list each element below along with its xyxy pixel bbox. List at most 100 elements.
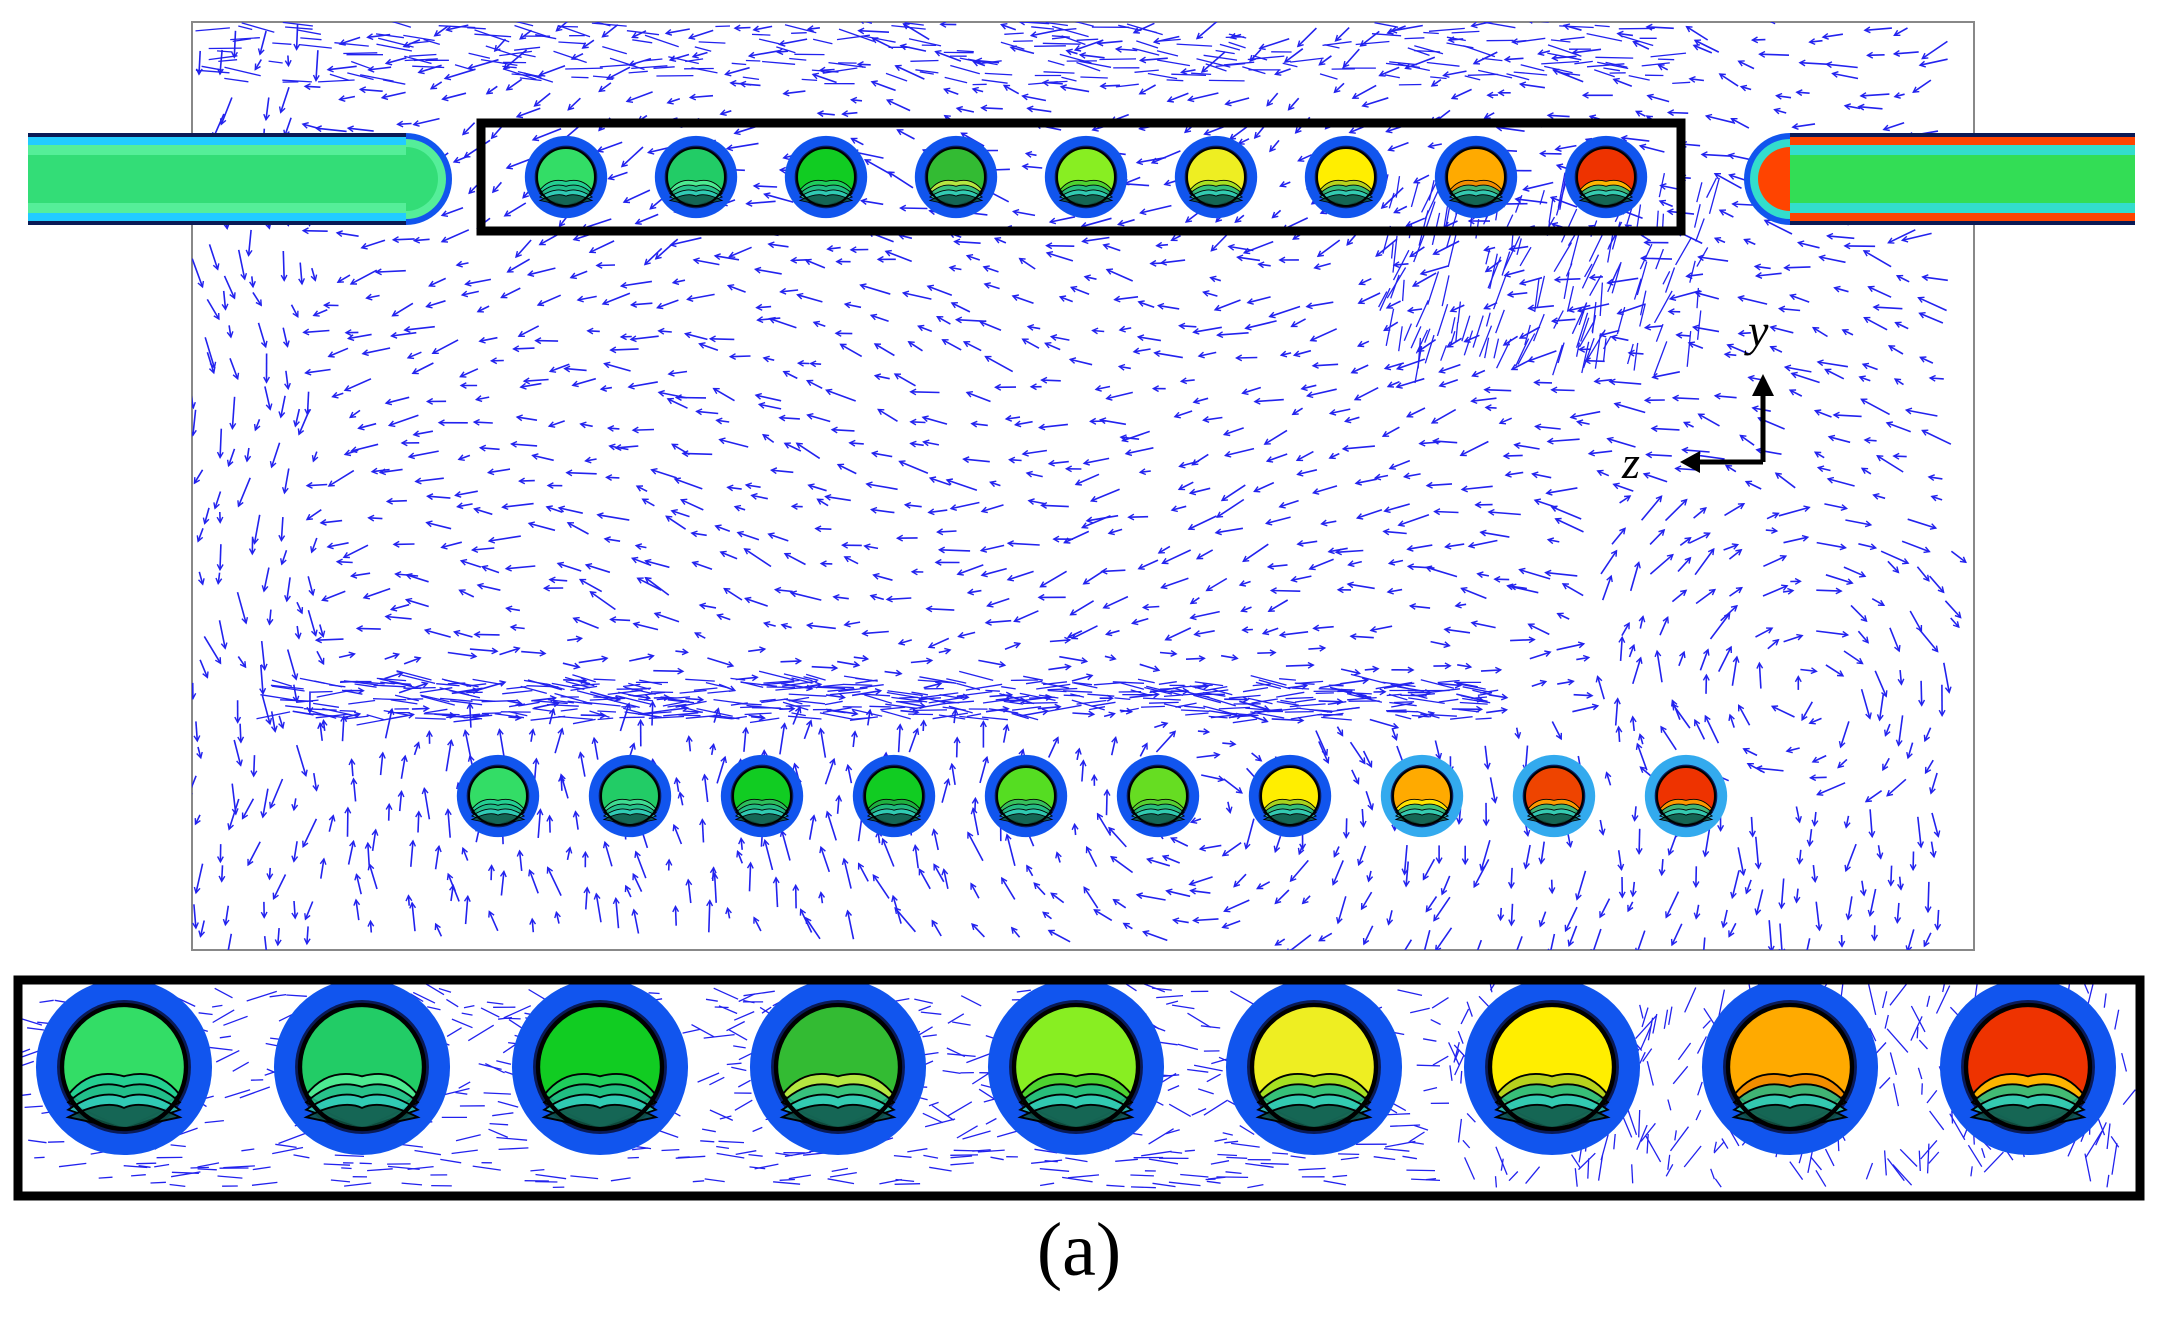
upper-tube-6 [1174,135,1258,219]
shear-layer-vector-arrow [345,715,369,720]
flow-vector-arrowhead-icon [687,33,696,40]
top-wall-vector-arrow [979,60,1002,65]
flow-vector-arrowhead-icon [1886,789,1894,797]
flow-vector-arrowhead-icon [760,749,768,757]
flow-vector-arrowhead-icon [1531,471,1539,479]
flow-vector-arrow [1364,667,1379,671]
flow-vector-arrow [1143,605,1160,609]
flow-vector-arrow [805,259,826,269]
flow-vector-arrow [1723,543,1738,551]
flow-vector-arrowhead-icon [488,910,495,918]
flow-vector-arrowhead-icon [579,421,587,429]
flow-vector-arrowhead-icon [601,30,609,38]
flow-vector-arrow [1471,22,1494,27]
flow-vector-arrow [214,491,222,509]
flow-vector-arrow [1103,712,1115,718]
flow-vector-arrowhead-icon [1336,729,1344,737]
flow-vector-arrow [981,107,1003,110]
flow-vector-arrowhead-icon [1671,699,1678,707]
flow-vector-arrowhead-icon [1033,882,1041,890]
zoom-vector-arrow [269,993,287,998]
flow-vector-arrow [316,127,347,133]
flow-vector-arrow [1154,722,1168,729]
flow-vector-arrowhead-icon [1291,408,1299,416]
flow-vector-arrowhead-icon [768,316,776,324]
flow-vector-arrow [1154,35,1180,43]
flow-vector-arrowhead-icon [384,58,393,66]
flow-vector-arrow [1899,670,1903,685]
flow-vector-arrowhead-icon [967,831,974,839]
flow-vector-arrow [1546,487,1578,494]
flow-vector-arrow [558,507,583,514]
flow-vector-arrow [1484,246,1496,251]
flow-vector-arrowhead-icon [1629,890,1637,898]
flow-vector-arrowhead-icon [1295,454,1304,462]
flow-vector-arrowhead-icon [266,873,274,881]
shear-layer-vector-arrow [1291,687,1310,690]
flow-vector-arrow [546,506,563,514]
flow-vector-arrow [827,246,841,250]
flow-vector-arrowhead-icon [1316,250,1324,258]
flow-vector-arrow [1405,861,1409,887]
flow-vector-arrow [1576,656,1589,661]
flow-vector-arrowhead-icon [909,418,917,426]
flow-vector-arrowhead-icon [685,735,693,743]
flow-vector-arrowhead-icon [1166,96,1174,103]
shear-layer-vector-arrow [453,718,480,723]
flow-vector-arrow [1022,165,1043,169]
flow-vector-arrow [1171,505,1187,511]
flow-vector-arrow [281,549,288,565]
top-wall-vector-arrow [423,38,440,46]
flow-vector-arrowhead-icon [1691,324,1700,332]
flow-vector-arrowhead-icon [338,95,346,102]
flow-vector-arrowhead-icon [1454,601,1462,609]
flow-vector-arrowhead-icon [805,622,814,630]
flow-vector-arrow [1782,589,1794,593]
flow-vector-arrowhead-icon [706,899,714,907]
flow-vector-arrow [689,29,714,39]
shear-layer-vector-arrow [1158,681,1177,685]
wake-vector-arrow [1401,279,1405,302]
flow-vector-arrowhead-icon [1238,580,1247,587]
flow-vector-arrow [1434,510,1459,514]
flow-vector-arrowhead-icon [1202,416,1210,423]
flow-vector-arrowhead-icon [1273,845,1281,854]
flow-vector-arrow [305,368,331,374]
top-wall-vector-arrow [224,66,261,77]
flow-vector-arrow [1237,256,1261,262]
flow-vector-arrowhead-icon [1013,420,1022,428]
flow-vector-arrow [1271,589,1301,592]
flow-vector-arrow [1755,836,1760,869]
shear-layer-vector-arrow [502,689,533,695]
flow-vector-arrow [1310,328,1338,342]
flow-vector-arrowhead-icon [485,87,493,95]
zoom-vector-arrow [1910,1016,1923,1041]
flow-vector-arrow [898,234,913,240]
flow-vector-arrowhead-icon [782,89,790,97]
zoom-vector-arrow [971,1071,992,1085]
top-wall-vector-arrow [1657,58,1675,61]
wake-vector-arrow [1455,322,1459,343]
shear-layer-vector-arrow [1180,709,1210,712]
flow-vector-arrowhead-icon [220,642,228,650]
flow-vector-arrowhead-icon [423,628,432,635]
top-wall-vector-arrow [329,73,349,81]
shear-layer-vector-arrow [761,698,789,704]
flow-vector-arrow [1444,628,1471,634]
shear-layer-vector-arrow [740,681,764,689]
flow-vector-arrowhead-icon [231,808,239,816]
flow-vector-arrow [762,434,775,444]
flow-vector-arrowhead-icon [412,430,420,438]
flow-vector-arrowhead-icon [1105,394,1113,401]
flow-vector-arrowhead-icon [1460,485,1468,493]
flow-vector-arrow [955,737,958,758]
flow-vector-arrow [1275,938,1286,946]
flow-vector-arrow [197,746,202,759]
wake-vector-arrow [1686,331,1692,367]
flow-vector-arrowhead-icon [1912,86,1920,94]
flow-vector-arrowhead-icon [1553,276,1561,284]
flow-vector-arrowhead-icon [1068,357,1077,364]
flow-vector-arrowhead-icon [1375,250,1383,257]
flow-vector-arrow [1763,555,1787,568]
flow-vector-arrow [269,778,284,809]
